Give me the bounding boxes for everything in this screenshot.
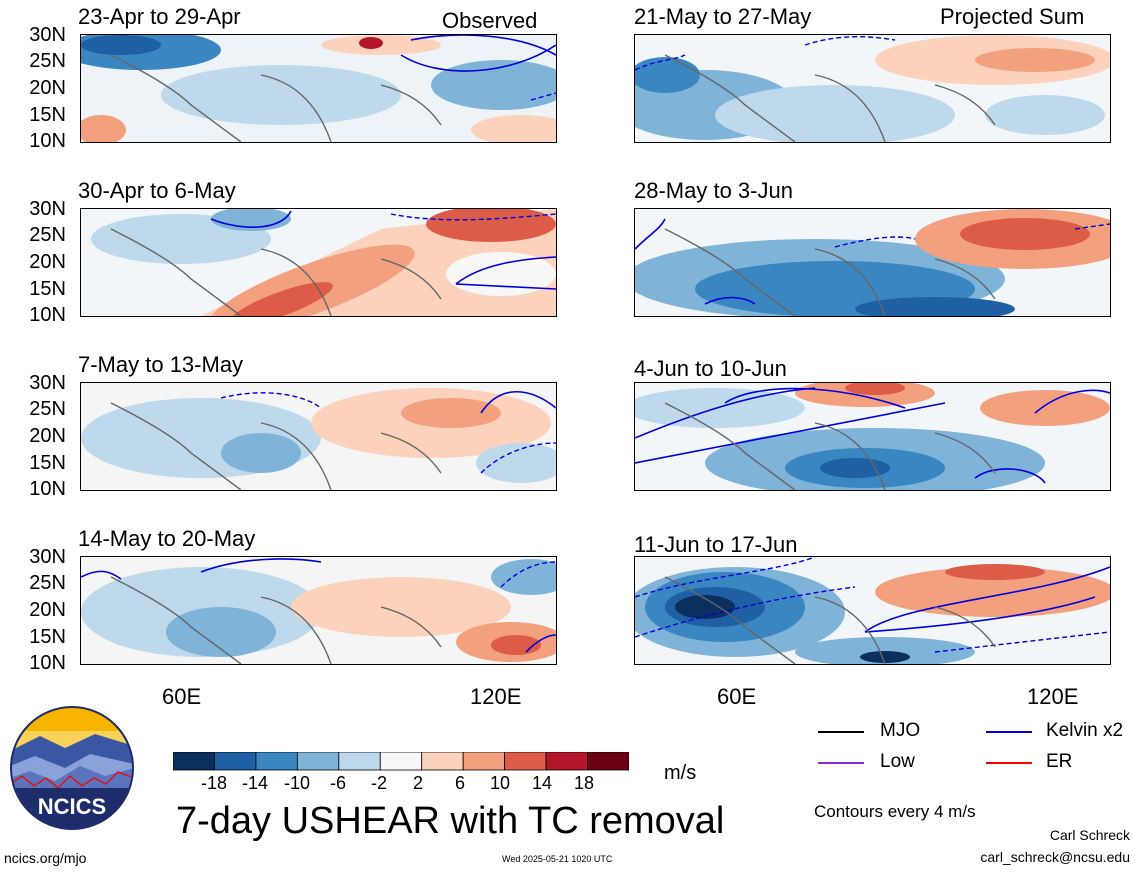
lat-label: 30N xyxy=(29,372,66,394)
map-panel-3 xyxy=(80,382,557,491)
map-panel-4 xyxy=(80,556,557,665)
main-title: 7-day USHEAR with TC removal xyxy=(176,800,725,842)
colorbar-segment xyxy=(462,751,506,771)
map-panel-8 xyxy=(634,556,1111,665)
lat-label: 15N xyxy=(29,278,66,300)
colorbar-segment xyxy=(587,751,630,771)
legend-line-mjo xyxy=(818,731,864,733)
legend-line-er xyxy=(986,762,1032,764)
colorbar-segment xyxy=(172,751,215,771)
ncics-logo: NCICS xyxy=(10,706,134,830)
legend-label-low: Low xyxy=(880,751,915,772)
lat-label: 10N xyxy=(29,304,66,326)
lon-label-right-60e: 60E xyxy=(717,684,757,709)
observed-label: Observed xyxy=(442,8,538,33)
colorbar-tick: 14 xyxy=(532,773,553,793)
units-label: m/s xyxy=(664,762,697,784)
panel-title-6: 28-May to 3-Jun xyxy=(634,178,793,203)
panel-title-1: 23-Apr to 29-Apr xyxy=(78,4,241,29)
legend-label-er: ER xyxy=(1046,751,1073,772)
colorbar-tick: 10 xyxy=(490,773,511,793)
lat-label: 10N xyxy=(29,652,66,674)
panel-title-7: 4-Jun to 10-Jun xyxy=(634,356,787,381)
panel-title-8: 11-Jun to 17-Jun xyxy=(634,532,798,557)
map-panel-1 xyxy=(80,34,557,143)
colorbar-tick: 6 xyxy=(455,773,466,793)
panel-title-3: 7-May to 13-May xyxy=(78,352,244,377)
lat-label: 10N xyxy=(29,130,66,152)
colorbar-tick: 2 xyxy=(413,773,424,793)
logo-text: NCICS xyxy=(37,794,107,819)
panel-title-4: 14-May to 20-May xyxy=(78,526,256,551)
timestamp: Wed 2025-05-21 1020 UTC xyxy=(502,854,613,864)
lat-label: 25N xyxy=(29,224,66,246)
lon-label-left-60e: 60E xyxy=(162,684,202,709)
legend-label-mjo: MJO xyxy=(880,720,921,741)
map-panel-5 xyxy=(634,34,1111,143)
colorbar-segment xyxy=(545,751,588,771)
lat-label: 20N xyxy=(29,425,66,447)
colorbar-segment xyxy=(421,751,464,771)
lon-label-left-120e: 120E xyxy=(470,684,522,709)
website: ncics.org/mjo xyxy=(4,850,87,866)
legend-line-low xyxy=(818,762,864,764)
author: Carl Schreck xyxy=(1049,827,1130,843)
email: carl_schreck@ncsu.edu xyxy=(980,849,1130,865)
legend-line-kelvin xyxy=(986,731,1032,733)
colorbar-segment xyxy=(255,751,298,771)
lat-label: 25N xyxy=(29,398,66,420)
lat-label: 30N xyxy=(29,198,66,220)
projected-sum-label: Projected Sum xyxy=(940,4,1085,29)
lat-label: 25N xyxy=(29,50,66,72)
lat-label: 15N xyxy=(29,626,66,648)
lon-label-right-120e: 120E xyxy=(1027,684,1079,709)
colorbar-segment xyxy=(504,751,547,771)
lat-label: 25N xyxy=(29,572,66,594)
map-panel-6 xyxy=(634,208,1111,317)
map-panel-2 xyxy=(80,208,557,317)
colorbar-segment xyxy=(338,751,381,771)
lat-label: 20N xyxy=(29,251,66,273)
colorbar xyxy=(172,751,630,777)
lat-label: 15N xyxy=(29,452,66,474)
lat-label: 15N xyxy=(29,104,66,126)
colorbar-tick: -10 xyxy=(284,773,311,793)
colorbar-segment xyxy=(214,751,257,771)
lat-label: 20N xyxy=(29,77,66,99)
panel-title-5: 21-May to 27-May xyxy=(634,4,812,29)
lat-label: 10N xyxy=(29,478,66,500)
colorbar-tick: -2 xyxy=(371,773,388,793)
colorbar-segment xyxy=(296,751,340,771)
lat-label: 30N xyxy=(29,24,66,46)
contour-note: Contours every 4 m/s xyxy=(814,802,976,821)
panel-title-2: 30-Apr to 6-May xyxy=(78,178,236,203)
lat-label: 30N xyxy=(29,546,66,568)
colorbar-tick: -6 xyxy=(330,773,347,793)
lat-label: 20N xyxy=(29,599,66,621)
map-panel-7 xyxy=(634,382,1111,491)
legend-label-kelvin: Kelvin x2 xyxy=(1046,720,1124,741)
colorbar-tick: 18 xyxy=(574,773,595,793)
colorbar-tick: -18 xyxy=(201,773,228,793)
colorbar-tick: -14 xyxy=(242,773,269,793)
colorbar-segment xyxy=(379,751,423,771)
